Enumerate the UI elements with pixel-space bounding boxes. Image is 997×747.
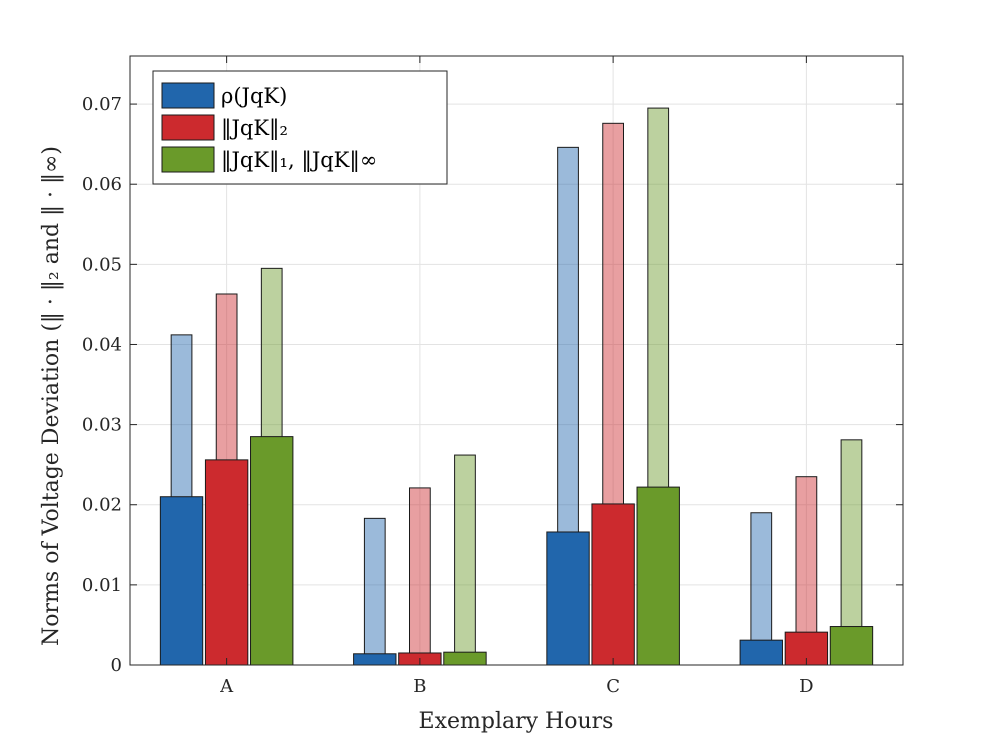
y-axis-label: Norms of Voltage Deviation (‖ · ‖₂ and ‖… — [39, 146, 64, 646]
bar-solid-0-A — [159, 496, 204, 666]
x-tick-label: B — [413, 676, 426, 697]
bar-light-1-B — [409, 487, 431, 666]
bars — [159, 107, 874, 666]
legend-swatch — [161, 82, 215, 109]
legend-label: ‖JqK‖₁, ‖JqK‖∞ — [221, 148, 377, 173]
bar-solid-1-A — [204, 459, 249, 666]
x-axis-label: Exemplary Hours — [419, 709, 614, 734]
y-tick-label: 0.02 — [82, 495, 122, 516]
legend-label: ρ(JqK) — [221, 84, 287, 108]
y-tick-label: 0.03 — [82, 415, 122, 436]
y-tick-label: 0.06 — [82, 174, 122, 195]
y-tick-label: 0.01 — [82, 575, 122, 596]
x-tick-label: D — [799, 676, 813, 697]
legend-swatch — [161, 146, 215, 173]
y-tick-label: 0.05 — [82, 254, 122, 275]
legend-swatch — [161, 114, 215, 141]
legend: ρ(JqK) ‖JqK‖₂ ‖JqK‖₁, ‖JqK‖∞ — [152, 70, 448, 185]
bar-solid-0-C — [546, 531, 590, 666]
bar-solid-0-B — [353, 653, 397, 666]
plot-frame — [129, 55, 904, 666]
bar-solid-2-B — [443, 651, 487, 666]
bar-solid-1-C — [591, 503, 635, 666]
bar-solid-0-D — [739, 639, 783, 666]
bar-solid-2-D — [829, 626, 874, 666]
x-tick-label: A — [219, 676, 234, 697]
y-tick-label: 0 — [111, 655, 122, 676]
y-tick-label: 0.07 — [82, 94, 122, 115]
y-tick-label: 0.04 — [82, 334, 122, 355]
y-axis: 0 0.01 0.02 0.03 0.04 0.05 0.06 0.07 — [82, 94, 903, 676]
legend-label: ‖JqK‖₂ — [221, 116, 288, 141]
bar-solid-2-C — [636, 486, 680, 666]
bar-light-2-B — [454, 454, 476, 666]
x-tick-label: C — [606, 676, 620, 697]
x-axis: A B C D — [219, 56, 814, 697]
bar-light-0-B — [363, 517, 386, 666]
bar-solid-2-A — [250, 436, 294, 666]
